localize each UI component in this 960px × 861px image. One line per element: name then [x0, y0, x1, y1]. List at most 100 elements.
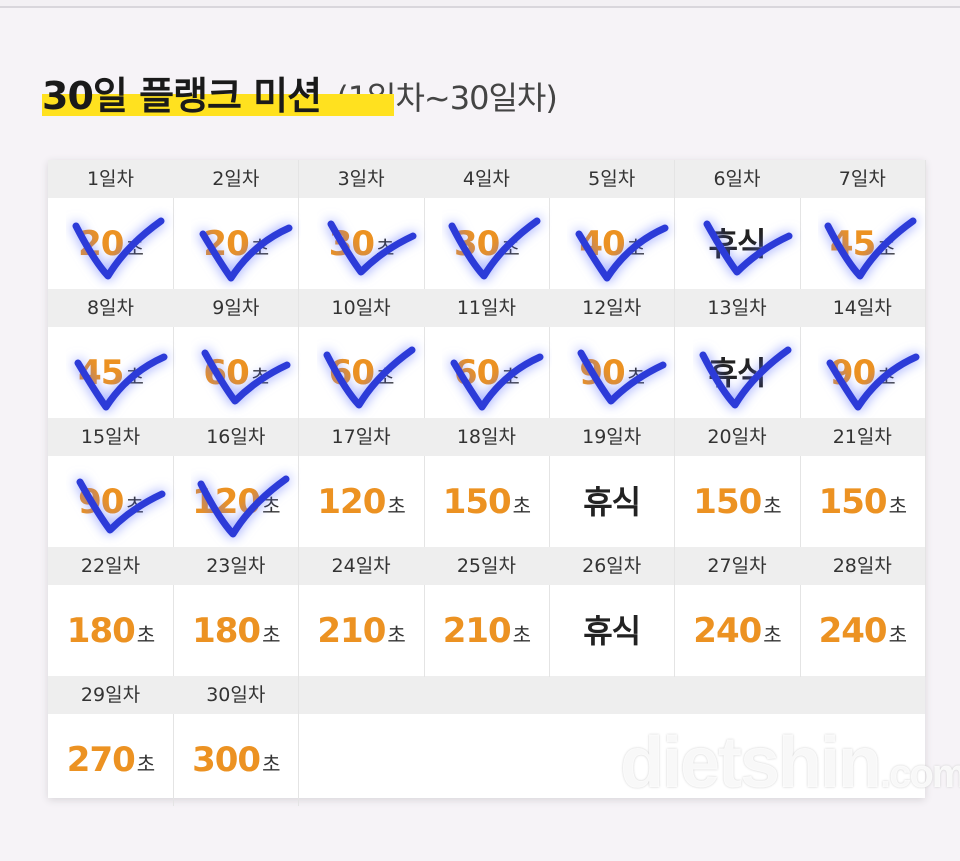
- rest-day-value: 휴식: [549, 456, 674, 548]
- day-cell: 2일차 20 초: [173, 160, 300, 290]
- day-cell: 8일차 45 초: [48, 289, 174, 419]
- day-cell: 30일차 300 초: [173, 676, 300, 806]
- day-label: 23일차: [173, 547, 299, 585]
- seconds-value: 300 초: [173, 714, 298, 806]
- day-cell: 3일차 30 초: [298, 160, 425, 290]
- seconds-value: 20 초: [173, 198, 298, 290]
- day-label: 20일차: [674, 418, 800, 456]
- unit-label: 초: [877, 236, 895, 260]
- seconds-value: 30 초: [424, 198, 549, 290]
- value-text: 150: [693, 482, 762, 522]
- seconds-value: 40 초: [549, 198, 674, 290]
- seconds-value: 20 초: [48, 198, 173, 290]
- value-text: 휴식: [583, 612, 641, 650]
- value-text: 270: [66, 740, 136, 780]
- unit-label: 초: [877, 365, 895, 389]
- value-text: 휴식: [708, 354, 767, 392]
- value-text: 240: [693, 611, 762, 651]
- seconds-value: 150 초: [675, 456, 800, 548]
- unit-label: 초: [501, 365, 519, 389]
- seconds-value: 150 초: [800, 456, 925, 548]
- unit-label: 초: [250, 365, 269, 389]
- day-cell: 9일차 60 초: [173, 289, 300, 419]
- day-cell: 21일차 150 초: [799, 418, 926, 548]
- seconds-value: 60 초: [299, 327, 424, 419]
- day-label: 28일차: [799, 547, 925, 585]
- day-cell: 12일차 90 초: [549, 289, 676, 419]
- value-text: 90: [829, 353, 876, 393]
- value-text: 60: [203, 353, 249, 393]
- watermark-text: dietshin: [620, 723, 882, 803]
- day-cell: 20일차 150 초: [674, 418, 801, 548]
- rest-day-value: 휴식: [675, 327, 800, 419]
- unit-label: 초: [763, 494, 781, 518]
- seconds-value: 120 초: [173, 456, 298, 548]
- seconds-value: 60 초: [173, 327, 298, 419]
- rest-day-value: 휴식: [549, 585, 674, 677]
- seconds-value: 240 초: [800, 585, 925, 677]
- value-text: 휴식: [708, 225, 767, 263]
- day-cell: 22일차 180 초: [48, 547, 174, 677]
- day-label: 2일차: [173, 160, 299, 198]
- day-label: 29일차: [48, 676, 173, 714]
- unit-label: 초: [136, 752, 155, 776]
- watermark: dietshin.com: [620, 722, 960, 804]
- day-label: 5일차: [549, 160, 675, 198]
- value-text: 30: [454, 224, 500, 264]
- empty-row-header: [299, 676, 925, 714]
- day-label: 27일차: [674, 547, 800, 585]
- day-cell: 14일차 90 초: [799, 289, 926, 419]
- day-cell: 1일차 20 초: [48, 160, 174, 290]
- day-label: 21일차: [799, 418, 925, 456]
- day-label: 18일차: [423, 418, 549, 456]
- unit-label: 초: [763, 623, 781, 647]
- seconds-value: 120 초: [299, 456, 424, 548]
- value-text: 210: [317, 611, 386, 651]
- unit-label: 초: [376, 365, 394, 389]
- seconds-value: 90 초: [549, 327, 674, 419]
- value-text: 210: [442, 611, 512, 651]
- unit-label: 초: [136, 623, 155, 647]
- value-text: 180: [66, 611, 136, 651]
- seconds-value: 30 초: [299, 198, 424, 290]
- value-text: 60: [328, 353, 375, 393]
- unit-label: 초: [250, 236, 269, 260]
- value-text: 45: [829, 224, 876, 264]
- day-label: 1일차: [48, 160, 173, 198]
- seconds-value: 90 초: [800, 327, 925, 419]
- day-cell: 27일차 240 초: [674, 547, 801, 677]
- unit-label: 초: [262, 752, 280, 776]
- value-text: 90: [78, 482, 124, 522]
- day-cell: 15일차 90 초: [48, 418, 174, 548]
- unit-label: 초: [387, 623, 405, 647]
- day-cell: 17일차 120 초: [298, 418, 425, 548]
- day-cell: 25일차 210 초: [423, 547, 550, 677]
- unit-label: 초: [387, 494, 405, 518]
- unit-label: 초: [125, 365, 143, 389]
- unit-label: 초: [376, 236, 394, 260]
- value-text: 30: [328, 224, 375, 264]
- day-cell: 6일차 휴식: [674, 160, 801, 290]
- page-title: 30일 플랭크 미션: [42, 74, 322, 118]
- day-label: 13일차: [674, 289, 800, 327]
- day-label: 30일차: [173, 676, 299, 714]
- unit-label: 초: [512, 623, 531, 647]
- calendar-grid: 1일차 20 초 2일차 20 초 3일차 30 초 4일차 30 초 5일차 40 초 6일차 휴식 7일차 45…: [48, 160, 926, 806]
- unit-label: 초: [501, 236, 519, 260]
- seconds-value: 45 초: [48, 327, 173, 419]
- seconds-value: 90 초: [48, 456, 173, 548]
- day-cell: 19일차 휴식: [549, 418, 676, 548]
- day-label: 14일차: [799, 289, 925, 327]
- day-label: 22일차: [48, 547, 173, 585]
- top-divider: [0, 6, 960, 8]
- day-label: 25일차: [423, 547, 549, 585]
- seconds-value: 150 초: [424, 456, 549, 548]
- day-label: 17일차: [298, 418, 424, 456]
- seconds-value: 180 초: [173, 585, 298, 677]
- seconds-value: 240 초: [675, 585, 800, 677]
- seconds-value: 45 초: [800, 198, 925, 290]
- calendar-card: 1일차 20 초 2일차 20 초 3일차 30 초 4일차 30 초 5일차 40 초 6일차 휴식 7일차 45…: [48, 160, 926, 806]
- value-text: 45: [78, 353, 124, 393]
- seconds-value: 180 초: [48, 585, 173, 677]
